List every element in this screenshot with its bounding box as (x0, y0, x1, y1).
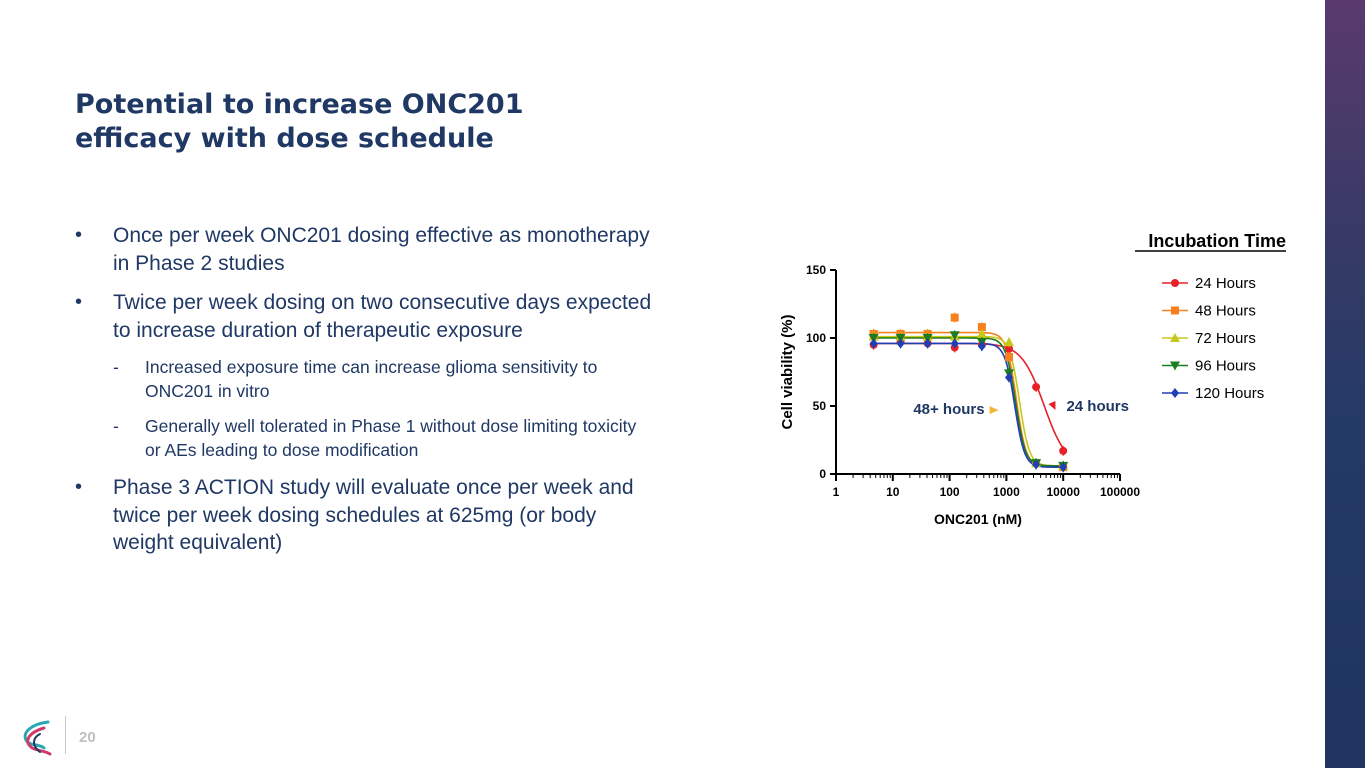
data-point (950, 313, 959, 322)
bullet-list: • Once per week ONC201 dosing effective … (75, 222, 655, 569)
legend-label: 120 Hours (1195, 385, 1264, 402)
x-tick-label: 1 (833, 485, 840, 499)
dash-marker: - (113, 357, 119, 377)
data-point (1003, 337, 1014, 347)
data-point (1004, 372, 1013, 383)
data-point (1032, 382, 1041, 391)
side-accent-bar (1325, 0, 1365, 768)
sub-bullet-text: Increased exposure time can increase gli… (145, 357, 598, 401)
fit-curve (870, 342, 1067, 452)
bullet-item: • Twice per week dosing on two consecuti… (75, 289, 655, 344)
legend-label: 24 Hours (1195, 275, 1256, 292)
sub-bullet-item: - Generally well tolerated in Phase 1 wi… (75, 415, 655, 462)
data-point (869, 338, 878, 349)
fit-curve (870, 331, 1066, 468)
x-axis-label: ONC201 (nM) (934, 511, 1022, 527)
sub-bullet-item: - Increased exposure time can increase g… (75, 356, 655, 403)
page-number: 20 (79, 729, 96, 746)
y-axis-label: Cell viability (%) (779, 314, 796, 429)
legend-title: Incubation Time (1148, 231, 1286, 251)
annotation-label: 24 hours (1066, 398, 1129, 415)
y-tick-label: 0 (819, 467, 826, 481)
data-point (1059, 446, 1068, 455)
y-tick-label: 50 (813, 399, 827, 413)
data-point (1004, 353, 1013, 362)
sub-bullet-text: Generally well tolerated in Phase 1 with… (145, 416, 637, 460)
dose-response-chart: 0 50 100 150 1 10 100 1000 10000 100000 ONC201 (nM… (779, 231, 1286, 527)
bullet-item: • Phase 3 ACTION study will evaluate onc… (75, 474, 655, 557)
bullet-text: Phase 3 ACTION study will evaluate once … (113, 476, 634, 554)
legend-marker (1170, 361, 1180, 371)
legend-marker (1171, 279, 1179, 287)
y-tick-label: 150 (806, 263, 826, 277)
annotation-arrow (989, 406, 999, 415)
x-tick-label: 10 (886, 485, 900, 499)
legend-marker (1171, 388, 1179, 398)
annotation-label: 48+ hours (913, 401, 984, 418)
slide-title: Potential to increase ONC201 efficacy wi… (75, 88, 635, 156)
bullet-marker: • (75, 291, 83, 313)
annotation-arrow (1048, 401, 1056, 410)
title-line-2: efficacy with dose schedule (75, 123, 494, 154)
legend-label: 96 Hours (1195, 358, 1256, 375)
data-point (1004, 344, 1013, 353)
bullet-marker: • (75, 476, 83, 498)
legend-marker (1171, 306, 1179, 315)
bullet-text: Once per week ONC201 dosing effective as… (113, 224, 650, 275)
bullet-item: • Once per week ONC201 dosing effective … (75, 222, 655, 277)
footer-divider (65, 716, 66, 754)
data-point (1032, 459, 1041, 470)
data-point (977, 323, 986, 332)
x-tick-label: 100000 (1100, 485, 1140, 499)
data-point (976, 328, 987, 338)
x-tick-label: 100 (940, 485, 960, 499)
dash-marker: - (113, 416, 119, 436)
x-tick-label: 10000 (1047, 485, 1081, 499)
company-logo-icon (23, 720, 52, 756)
legend-label: 48 Hours (1195, 303, 1256, 320)
legend-marker (1170, 333, 1180, 342)
data-point (977, 341, 986, 352)
legend-label: 72 Hours (1195, 330, 1256, 347)
data-point (1059, 462, 1068, 473)
bullet-marker: • (75, 224, 83, 246)
data-point (949, 331, 960, 341)
bullet-text: Twice per week dosing on two consecutive… (113, 291, 652, 342)
x-tick-label: 1000 (993, 485, 1020, 499)
title-line-1: Potential to increase ONC201 (75, 89, 524, 120)
data-point (896, 338, 905, 349)
data-point (923, 338, 932, 349)
y-tick-label: 100 (806, 331, 826, 345)
data-point (950, 338, 959, 349)
